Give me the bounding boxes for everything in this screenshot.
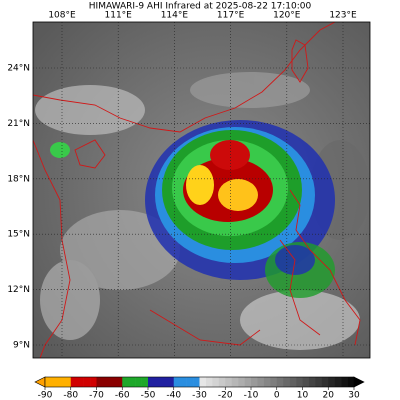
colorbar-segment <box>251 377 258 387</box>
colorbar-segment <box>83 377 91 387</box>
longitude-label: 123°E <box>329 11 357 21</box>
colorbar-tick-label: -70 <box>89 391 104 400</box>
colorbar-segment <box>231 377 239 387</box>
colorbar-segment <box>109 377 117 387</box>
satellite-map <box>33 22 370 358</box>
colorbar-tick-label: 30 <box>348 391 360 400</box>
graticule <box>33 22 370 358</box>
colorbar-segment <box>341 377 348 387</box>
colorbar-tick-label: -30 <box>192 391 207 400</box>
latitude-label: 9°N <box>13 341 30 351</box>
latitude-label: 24°N <box>7 64 30 74</box>
colorbar-segment <box>225 377 232 387</box>
colorbar: -90 -80 -70 -60 -50 -40 -30 -20 -10 0 10 20 30 <box>34 376 365 400</box>
map-frame <box>32 21 371 359</box>
colorbar-tick-label: -20 <box>218 391 233 400</box>
colorbar-segment <box>141 377 149 387</box>
colorbar-segment <box>289 377 297 387</box>
colorbar-segment <box>347 377 355 387</box>
colorbar-segment <box>148 377 155 387</box>
colorbar-segment <box>115 377 123 387</box>
colorbar-segment <box>218 377 226 387</box>
colorbar-segment <box>90 377 97 387</box>
colorbar-tick-label: -10 <box>244 391 259 400</box>
longitude-label: 111°E <box>105 11 133 21</box>
colorbar-segment <box>276 377 284 387</box>
colorbar-tick-label: -60 <box>115 391 130 400</box>
colorbar-segment <box>167 377 175 387</box>
colorbar-segment <box>334 377 342 387</box>
colorbar-segment <box>186 377 194 387</box>
colorbar-segment <box>308 377 316 387</box>
colorbar-segment <box>283 377 290 387</box>
colorbar-arrow-right <box>353 376 365 388</box>
colorbar-tick-label: 10 <box>297 391 309 400</box>
colorbar-segment <box>205 377 213 387</box>
colorbar-segment <box>263 377 271 387</box>
colorbar-segment <box>77 377 84 387</box>
colorbar-segment <box>96 377 104 387</box>
image-title: HIMAWARI-9 AHI Infrared at 2025-08-22 17… <box>89 2 312 12</box>
longitude-label: 120°E <box>273 11 301 21</box>
colorbar-segment <box>128 377 136 387</box>
colorbar-tick-label: 0 <box>274 391 280 400</box>
colorbar-tick-label: -90 <box>38 391 53 400</box>
colorbar-segment <box>45 377 52 387</box>
colorbar-segment <box>160 377 168 387</box>
colorbar-segment <box>70 377 78 387</box>
colorbar-segment <box>212 377 220 387</box>
coastlines <box>33 22 361 358</box>
storm <box>50 120 335 298</box>
colorbar-segment <box>102 377 110 387</box>
colorbar-segment <box>193 377 200 387</box>
longitude-label: 114°E <box>161 11 189 21</box>
colorbar-tick-label: -80 <box>63 391 78 400</box>
longitude-label: 117°E <box>217 11 245 21</box>
colorbar-segment <box>64 377 72 387</box>
longitude-label: 108°E <box>48 11 76 21</box>
colorbar-segment <box>296 377 303 387</box>
colorbar-segment <box>270 377 278 387</box>
colorbar-tick-label: -40 <box>166 391 181 400</box>
colorbar-segment <box>257 377 265 387</box>
latitude-label: 15°N <box>7 230 30 240</box>
colorbar-segment <box>122 377 129 387</box>
colorbar-segment <box>302 377 310 387</box>
colorbar-segment <box>238 377 245 387</box>
colorbar-segment <box>199 377 207 387</box>
latitude-label: 12°N <box>7 285 30 295</box>
colorbar-segment <box>135 377 142 387</box>
colorbar-arrow-left <box>34 376 46 388</box>
latitude-label: 21°N <box>7 119 30 129</box>
colorbar-segment <box>154 377 162 387</box>
colorbar-segment <box>321 377 329 387</box>
colorbar-tick-label: 20 <box>323 391 335 400</box>
latitude-label: 18°N <box>7 174 30 184</box>
colorbar-segment <box>173 377 181 387</box>
colorbar-segment <box>51 377 59 387</box>
colorbar-segment <box>315 377 323 387</box>
colorbar-tick-label: -50 <box>141 391 156 400</box>
colorbar-segment <box>328 377 335 387</box>
colorbar-segment <box>244 377 252 387</box>
colorbar-segment <box>180 377 187 387</box>
colorbar-segment <box>57 377 65 387</box>
